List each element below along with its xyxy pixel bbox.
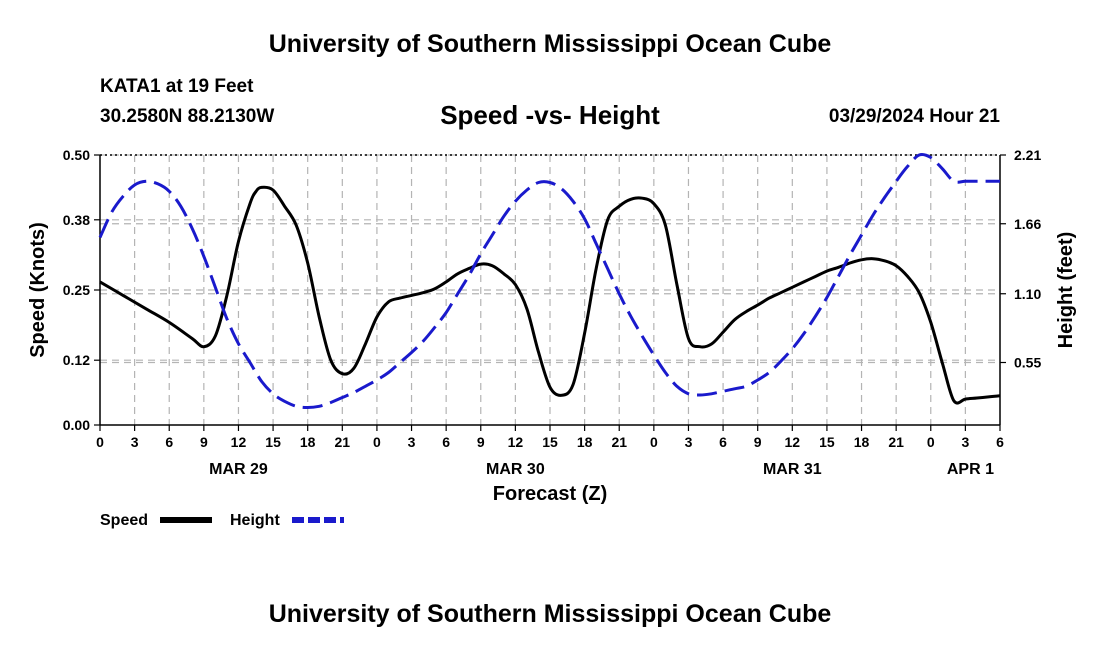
legend-label-speed: Speed <box>100 512 148 529</box>
series-line-speed <box>99 185 1001 405</box>
right-tick-label: 2.21 <box>1014 147 1041 163</box>
footer-title: University of Southern Mississippi Ocean… <box>268 600 832 628</box>
x-tick-label: 9 <box>754 434 762 450</box>
station-label: KATA1 at 19 Feet <box>100 76 254 97</box>
x-tick-label: 0 <box>650 434 658 450</box>
series-line-height <box>98 152 1000 409</box>
x-tick-label: 6 <box>165 434 173 450</box>
day-label: MAR 29 <box>209 461 268 478</box>
x-tick-label: 18 <box>300 434 316 450</box>
station-coordinates: 30.2580N 88.2130W <box>100 106 275 127</box>
x-tick-label: 21 <box>888 434 904 450</box>
left-tick-label: 0.00 <box>63 417 90 433</box>
left-tick-label: 0.50 <box>63 147 90 163</box>
left-tick-label: 0.12 <box>63 352 90 368</box>
x-axis-title: Forecast (Z) <box>493 483 607 505</box>
x-tick-label: 9 <box>200 434 208 450</box>
x-tick-label: 0 <box>927 434 935 450</box>
x-tick-label: 18 <box>577 434 593 450</box>
series <box>98 152 1001 409</box>
axes <box>94 154 1006 431</box>
x-tick-label: 15 <box>819 434 835 450</box>
day-label: MAR 31 <box>763 461 822 478</box>
day-label: APR 1 <box>947 461 994 478</box>
right-tick-label: 0.55 <box>1014 355 1041 371</box>
x-tick-label: 0 <box>373 434 381 450</box>
right-tick-label: 1.10 <box>1014 286 1041 302</box>
x-tick-label: 12 <box>508 434 524 450</box>
x-tick-label: 12 <box>231 434 247 450</box>
chart-title: Speed -vs- Height <box>440 100 660 130</box>
x-tick-label: 3 <box>961 434 969 450</box>
right-tick-label: 1.66 <box>1014 216 1041 232</box>
right-axis-title: Height (feet) <box>1055 232 1077 349</box>
x-tick-label: 9 <box>477 434 485 450</box>
x-tick-label: 6 <box>442 434 450 450</box>
legend: Speed Height <box>100 512 344 529</box>
x-tick-label: 21 <box>611 434 627 450</box>
forecast-datetime: 03/29/2024 Hour 21 <box>828 106 1000 127</box>
x-tick-label: 12 <box>785 434 801 450</box>
x-tick-label: 15 <box>265 434 281 450</box>
left-tick-label: 0.25 <box>63 282 90 298</box>
x-tick-label: 0 <box>96 434 104 450</box>
left-tick-label: 0.38 <box>63 212 90 228</box>
left-axis-title: Speed (Knots) <box>27 222 49 358</box>
x-tick-label: 3 <box>408 434 416 450</box>
x-tick-label: 21 <box>335 434 351 450</box>
axis-labels: 0 3 6 9 12 15 18 21 0 3 6 9 12 15 18 21 0 3 6 9 12 15 18 21 0 3 6 M… <box>63 147 1042 478</box>
page-title: University of Southern Mississippi Ocean… <box>268 30 832 58</box>
speed-height-chart: 0 3 6 9 12 15 18 21 0 3 6 9 12 15 18 21 0 3 6 9 12 15 18 21 0 3 6 M… <box>27 147 1077 529</box>
day-label: MAR 30 <box>486 461 545 478</box>
x-tick-label: 6 <box>719 434 727 450</box>
x-tick-label: 3 <box>685 434 693 450</box>
x-tick-label: 6 <box>996 434 1004 450</box>
x-tick-label: 18 <box>854 434 870 450</box>
x-tick-label: 3 <box>131 434 139 450</box>
legend-label-height: Height <box>230 512 280 529</box>
x-tick-label: 15 <box>542 434 558 450</box>
